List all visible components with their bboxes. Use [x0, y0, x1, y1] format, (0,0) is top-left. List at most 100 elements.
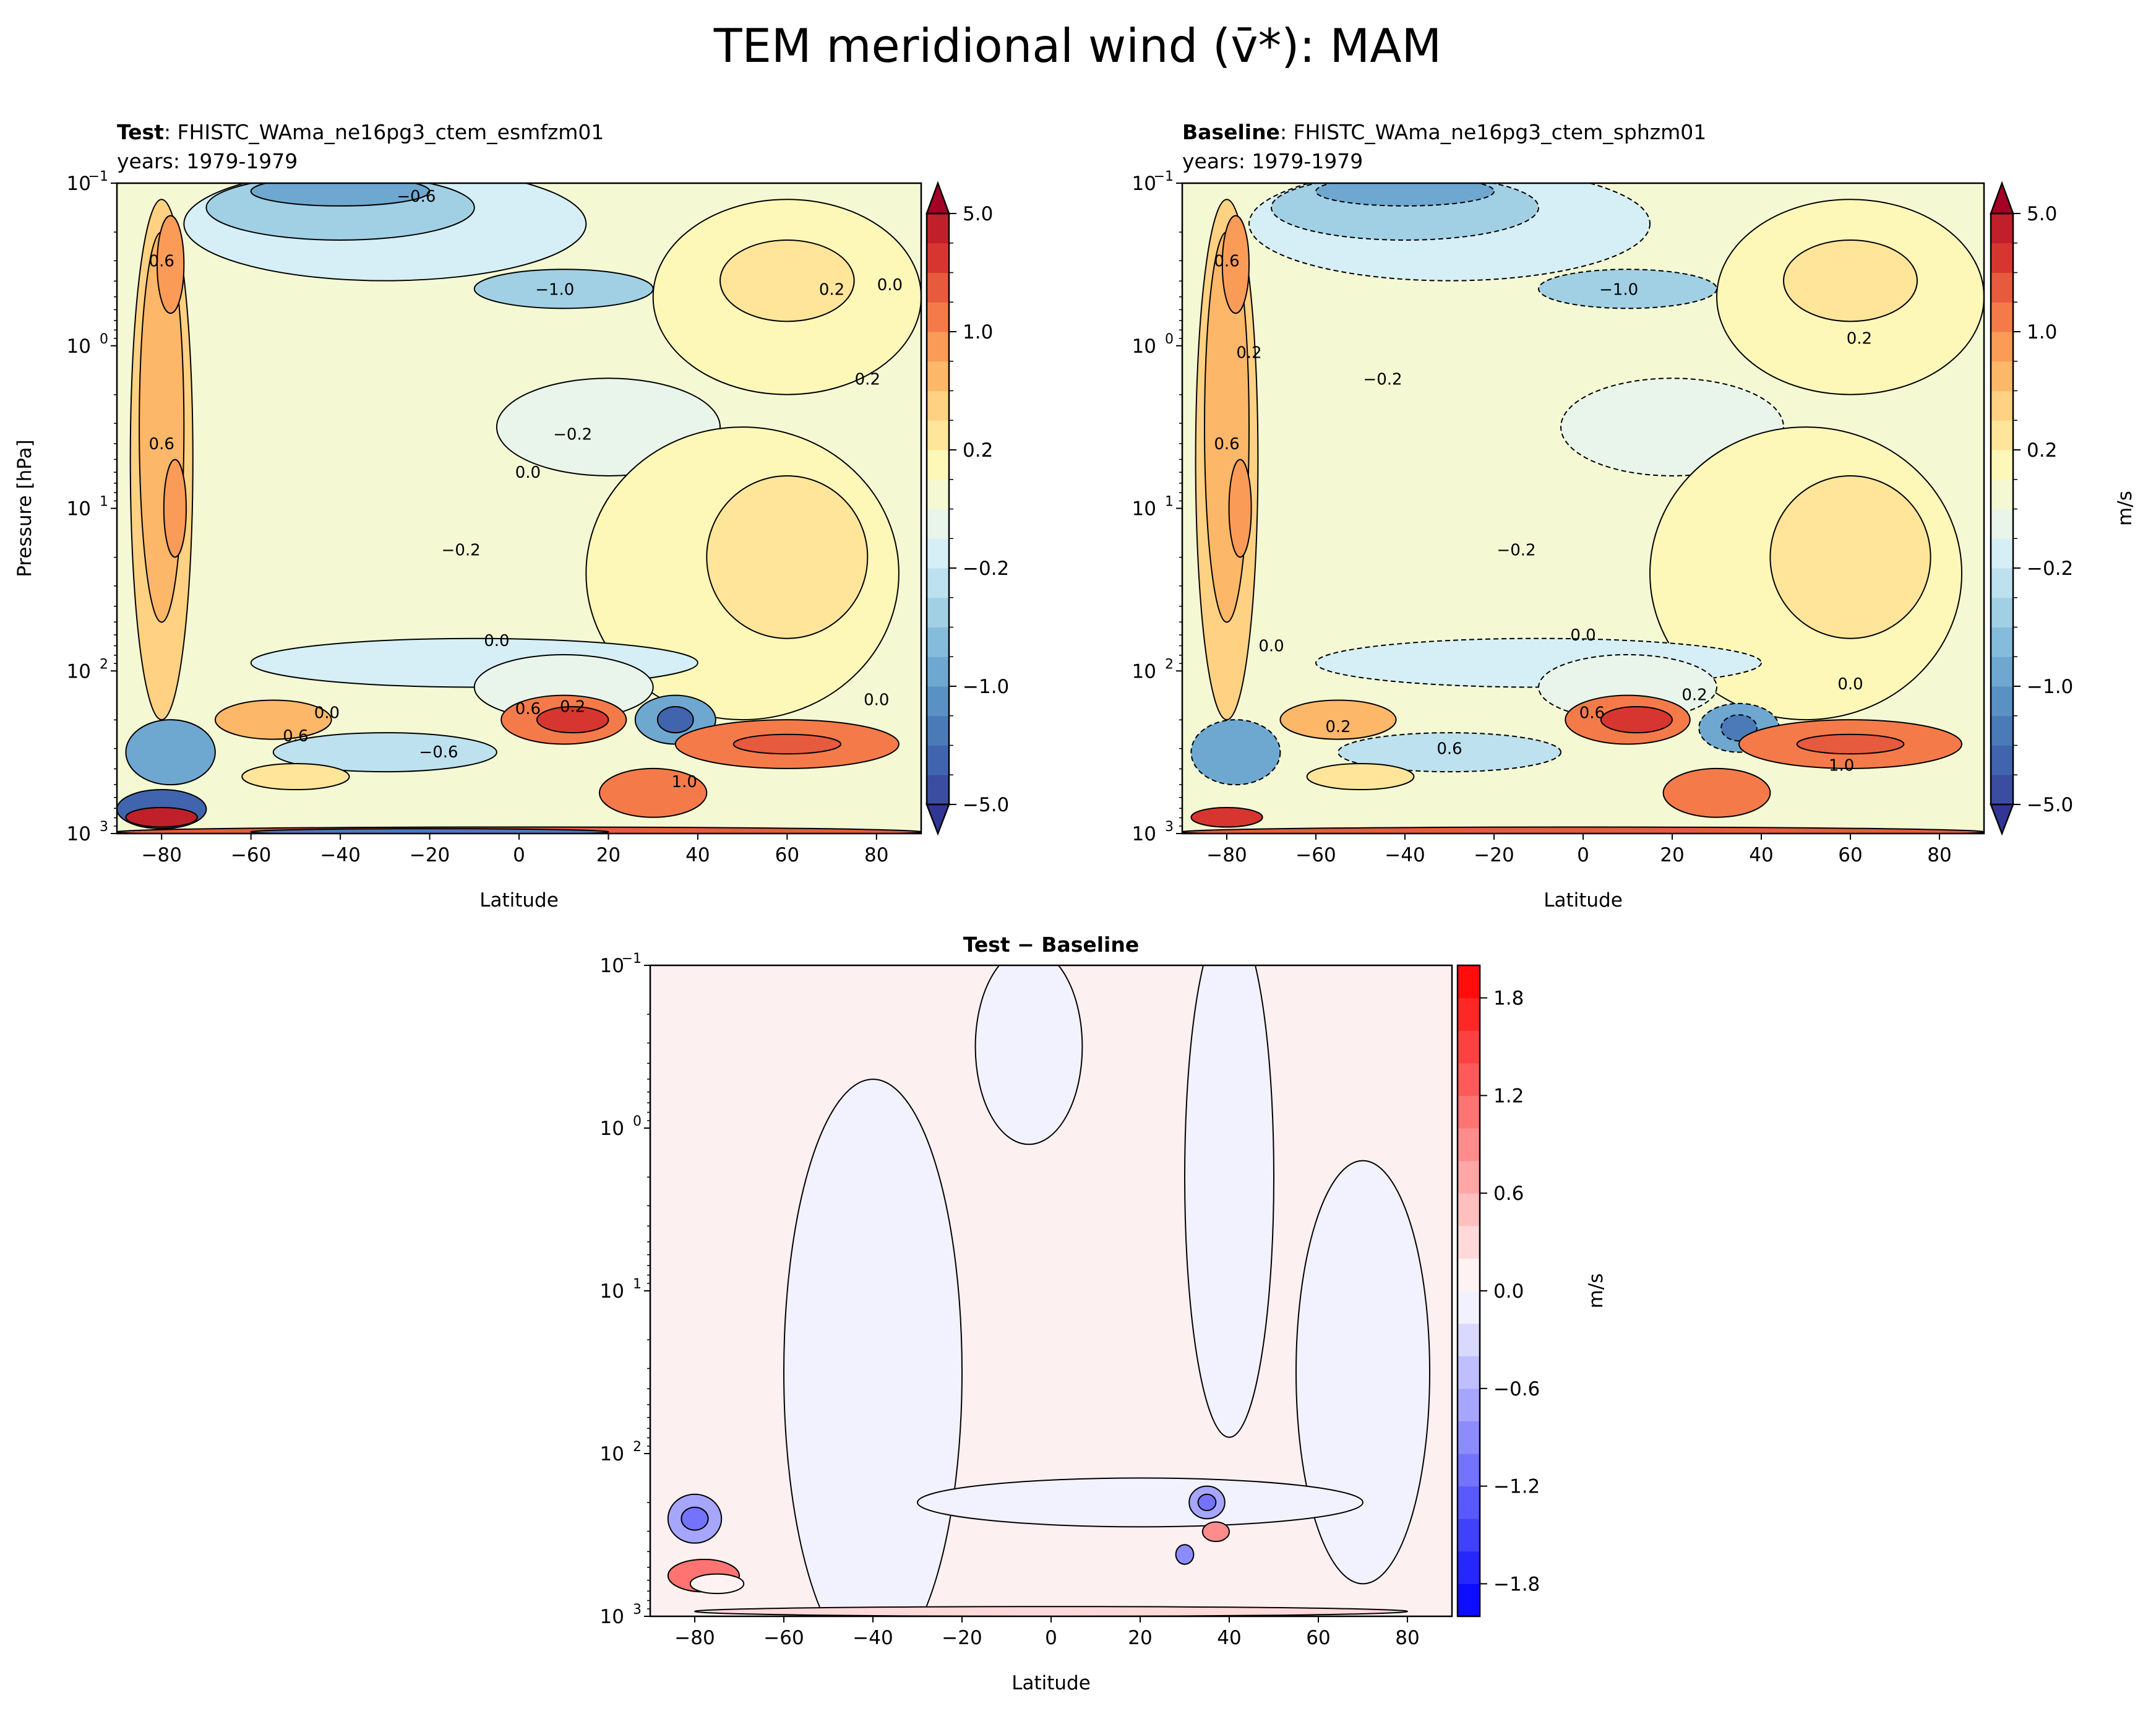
- colorbar-label: m/s: [1585, 1274, 1607, 1309]
- y-tick-label: 10: [67, 660, 91, 683]
- colorbar-tick-label: −0.6: [1493, 1378, 1540, 1400]
- y-tick-exponent: 3: [633, 1602, 642, 1618]
- colorbar-band: [927, 568, 949, 598]
- contour-region: [689, 1573, 745, 1595]
- contour-region: [272, 732, 497, 773]
- colorbar-band: [927, 361, 949, 391]
- contour-region: [1315, 183, 1495, 207]
- colorbar-band: [1991, 213, 2013, 244]
- colorbar-tick-label: 0.2: [963, 439, 993, 462]
- contour-label: 0.6: [149, 435, 174, 454]
- contour-region: [250, 183, 431, 207]
- colorbar-band: [1458, 1291, 1480, 1324]
- colorbar-extend-min: [926, 803, 950, 836]
- x-tick-label: −60: [763, 1627, 804, 1649]
- y-tick-exponent: 1: [633, 1277, 642, 1292]
- x-tick-label: −80: [142, 844, 182, 866]
- colorbar-tick-label: −1.0: [963, 676, 1009, 698]
- colorbar-band: [927, 243, 949, 273]
- x-tick-label: −60: [231, 844, 271, 866]
- panel-baseline: 0.6 0.2 0.6 −0.2 −1.0 0.2 −0.2 0.0 0.0 0.0 0.2 0.6 0…: [1132, 120, 2136, 912]
- contour-region: [1184, 965, 1274, 1438]
- colorbar-tick-label: 1.0: [2027, 321, 2057, 343]
- colorbar-tick-label: −5.0: [963, 794, 1009, 816]
- x-tick-label: 0: [513, 844, 525, 866]
- y-tick-label: 10: [600, 1606, 624, 1628]
- colorbar-band: [1458, 965, 1480, 999]
- contour-label: 0.0: [515, 463, 541, 482]
- colorbar-band: [1991, 597, 2013, 627]
- panel-title: Test − Baseline: [963, 933, 1140, 957]
- colorbar: −5.0 −1.0 −0.2 0.2 1.0 5.0: [926, 181, 1009, 836]
- contour-label: 0.0: [314, 704, 340, 722]
- colorbar-band: [1991, 479, 2013, 509]
- contour-region: [681, 1506, 709, 1531]
- contour-region: [1228, 459, 1252, 558]
- colorbar-band: [927, 213, 949, 244]
- contour-region: [125, 719, 216, 786]
- contour-field: 0.6 0.2 0.6 −0.2 −1.0 0.2 −0.2 0.0 0.0 0.0 0.2 0.6 0…: [1182, 183, 1984, 834]
- colorbar-band: [1458, 1454, 1480, 1487]
- x-tick-label: 60: [775, 844, 799, 866]
- contour-label: −0.2: [553, 426, 592, 444]
- y-tick-exponent: −1: [622, 951, 642, 967]
- y-tick-exponent: 0: [633, 1114, 642, 1129]
- contour-region: [1190, 806, 1263, 828]
- contour-label: 0.6: [283, 727, 308, 746]
- y-tick-label: 10: [67, 823, 91, 845]
- x-tick-label: 40: [1217, 1627, 1241, 1649]
- y-tick-label: 10: [600, 955, 624, 977]
- contour-label: 0.2: [1236, 344, 1261, 363]
- contour-region: [1221, 215, 1250, 314]
- x-tick-label: −20: [1474, 844, 1514, 866]
- contour-region: [163, 459, 187, 558]
- x-tick-label: −20: [942, 1627, 982, 1649]
- contour-region: [1175, 1544, 1195, 1565]
- colorbar-tick-label: 5.0: [963, 203, 993, 225]
- contour-label: −1.0: [1599, 281, 1638, 300]
- colorbar-band: [1458, 1128, 1480, 1161]
- contour-region: [1190, 719, 1281, 786]
- x-tick-label: 0: [1577, 844, 1589, 866]
- colorbar-band: [927, 390, 949, 421]
- colorbar-band: [927, 627, 949, 657]
- contour-label: 0.6: [1214, 435, 1239, 454]
- contour-field: [650, 965, 1452, 1616]
- colorbar-tick-label: −0.2: [2027, 558, 2073, 580]
- x-axis-label: Latitude: [1011, 1672, 1091, 1694]
- colorbar-extend-min: [1990, 803, 2014, 836]
- y-tick-label: 10: [600, 1280, 624, 1303]
- colorbar-band: [1458, 1519, 1480, 1552]
- x-axis-label: Latitude: [479, 889, 559, 912]
- x-tick-label: 80: [1927, 844, 1951, 866]
- panel-subtitle: years: 1979-1979: [117, 149, 298, 173]
- x-tick-label: 40: [1749, 844, 1773, 866]
- y-tick-exponent: 0: [1165, 332, 1174, 347]
- contour-region: [974, 965, 1083, 1145]
- contour-label: 0.0: [484, 632, 509, 650]
- contour-label: 0.0: [864, 691, 889, 710]
- x-tick-label: 80: [864, 844, 888, 866]
- contour-region: [125, 806, 199, 828]
- colorbar-extend-max: [926, 181, 950, 215]
- colorbar-band: [1458, 1356, 1480, 1389]
- contour-region: [1600, 706, 1673, 734]
- colorbar-band: [1991, 243, 2013, 273]
- colorbar-tick-label: 0.2: [2027, 439, 2057, 462]
- colorbar-band: [1991, 715, 2013, 746]
- y-tick-label: 10: [1132, 823, 1156, 845]
- colorbar-band: [1458, 1258, 1480, 1291]
- x-axis-label: Latitude: [1544, 889, 1623, 912]
- colorbar-band: [927, 715, 949, 746]
- contour-label: 1.0: [672, 773, 697, 791]
- x-tick-label: −60: [1295, 844, 1336, 866]
- contour-region: [706, 475, 869, 639]
- y-tick-exponent: −1: [1154, 169, 1174, 184]
- colorbar-band: [1458, 1421, 1480, 1454]
- contour-region: [1201, 1521, 1230, 1543]
- contour-label: 0.6: [149, 252, 174, 270]
- contour-region: [694, 1606, 1408, 1616]
- colorbar-tick-label: 0.0: [1493, 1280, 1524, 1303]
- y-tick-label: 10: [600, 1118, 624, 1140]
